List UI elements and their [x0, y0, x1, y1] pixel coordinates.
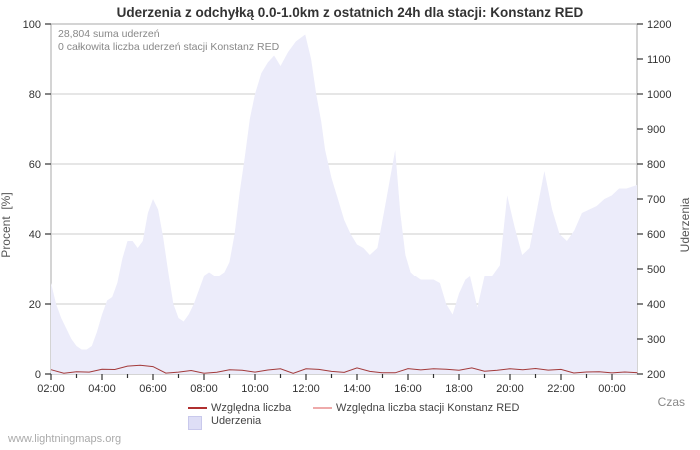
svg-text:00:00: 00:00 [598, 383, 626, 395]
svg-text:600: 600 [647, 229, 665, 241]
svg-text:14:00: 14:00 [343, 383, 371, 395]
svg-text:10:00: 10:00 [241, 383, 269, 395]
svg-text:22:00: 22:00 [547, 383, 575, 395]
svg-text:06:00: 06:00 [139, 383, 167, 395]
svg-text:04:00: 04:00 [88, 383, 116, 395]
svg-text:800: 800 [647, 159, 665, 171]
svg-text:300: 300 [647, 334, 665, 346]
svg-text:20: 20 [29, 299, 41, 311]
svg-text:60: 60 [29, 159, 41, 171]
svg-text:700: 700 [647, 194, 665, 206]
svg-text:08:00: 08:00 [190, 383, 218, 395]
svg-text:12:00: 12:00 [292, 383, 320, 395]
svg-text:40: 40 [29, 229, 41, 241]
svg-text:200: 200 [647, 369, 665, 381]
svg-text:16:00: 16:00 [394, 383, 422, 395]
svg-text:100: 100 [23, 19, 41, 31]
svg-text:900: 900 [647, 124, 665, 136]
svg-text:1100: 1100 [647, 54, 671, 66]
svg-text:18:00: 18:00 [445, 383, 473, 395]
svg-text:80: 80 [29, 89, 41, 101]
svg-text:500: 500 [647, 264, 665, 276]
svg-text:1200: 1200 [647, 19, 671, 31]
svg-text:02:00: 02:00 [37, 383, 65, 395]
svg-text:400: 400 [647, 299, 665, 311]
svg-text:20:00: 20:00 [496, 383, 524, 395]
svg-text:0: 0 [35, 369, 41, 381]
svg-text:1000: 1000 [647, 89, 671, 101]
